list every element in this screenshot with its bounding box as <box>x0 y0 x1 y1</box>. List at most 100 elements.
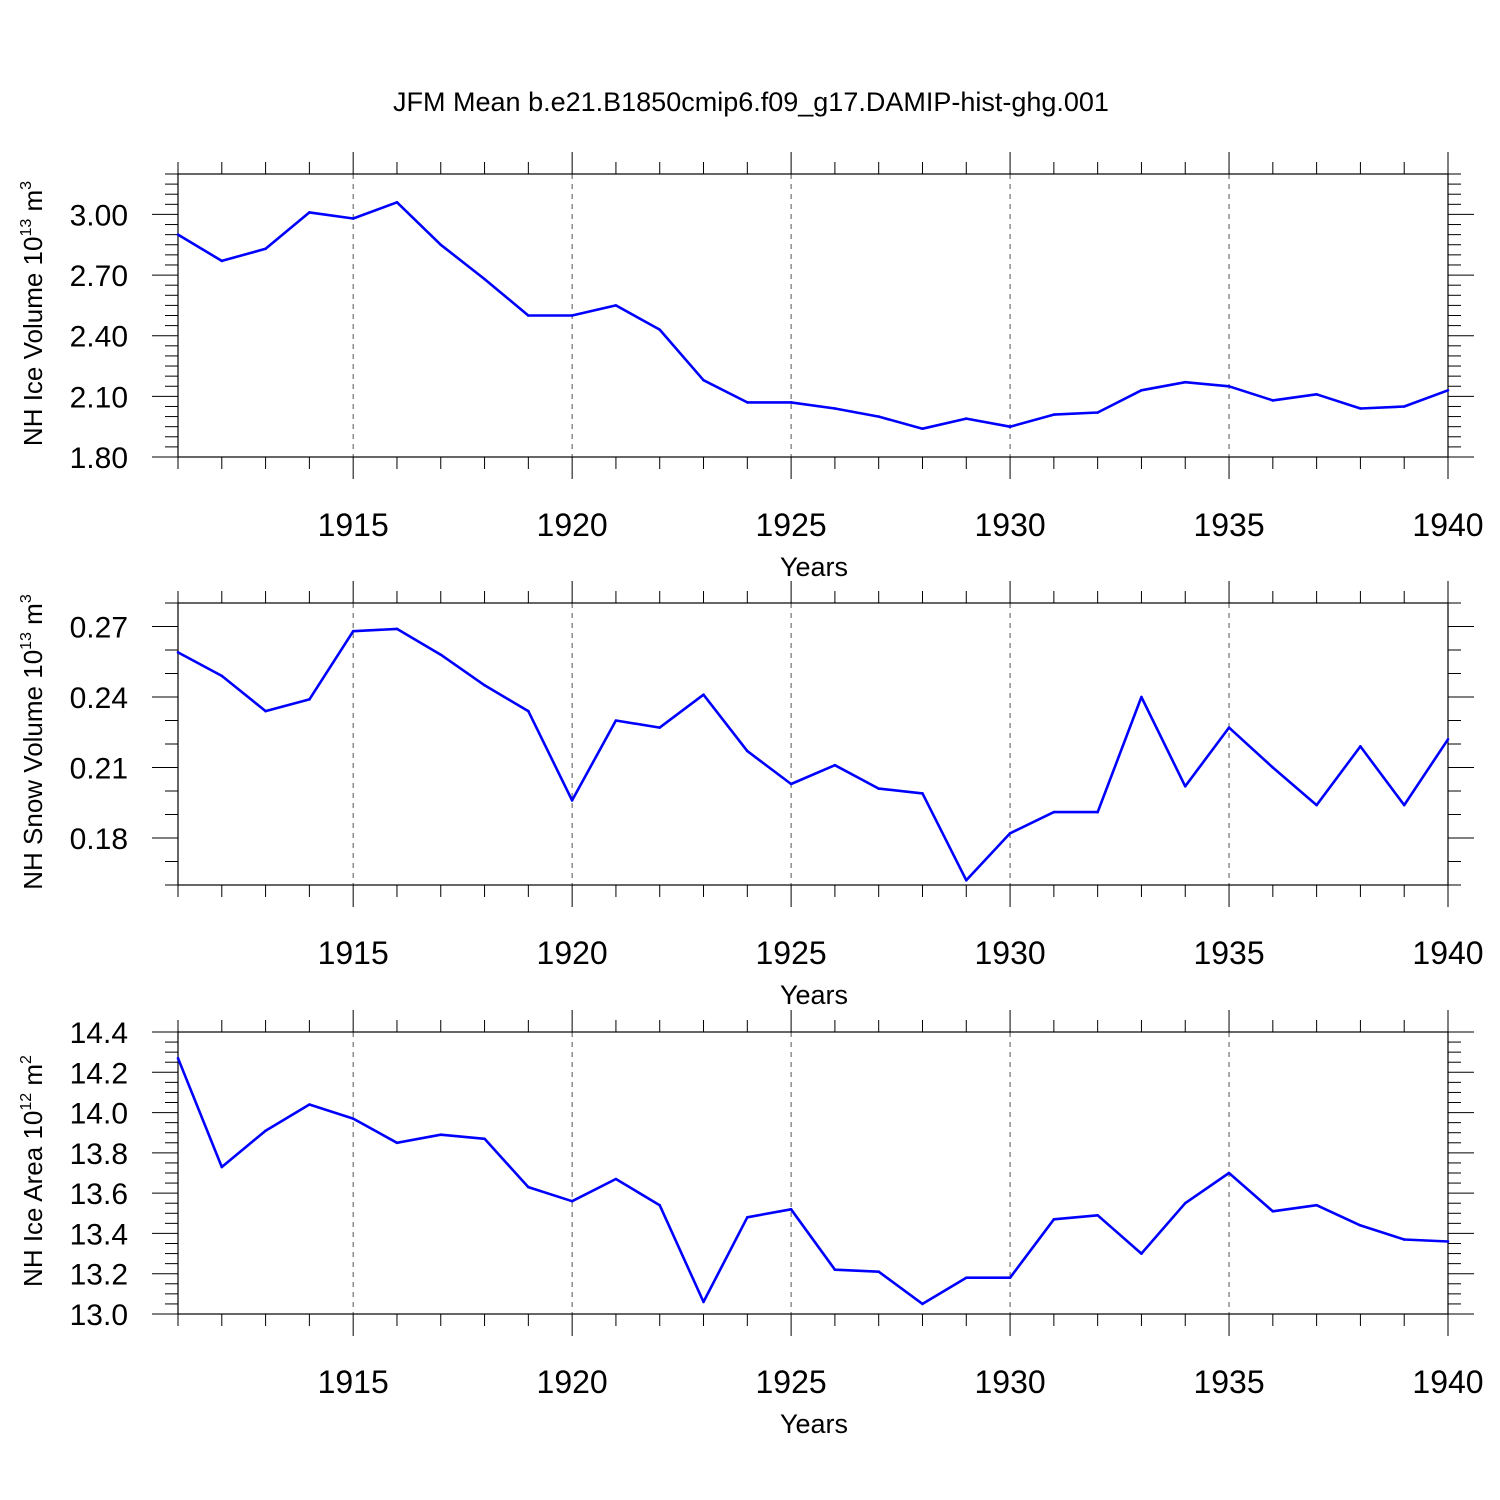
data-point <box>1446 388 1450 392</box>
y-tick-label: 13.0 <box>70 1299 128 1332</box>
data-point <box>176 651 180 654</box>
figure-title: JFM Mean b.e21.B1850cmip6.f09_g17.DAMIP-… <box>393 87 1109 117</box>
data-point <box>789 401 793 404</box>
x-tick-label: 1930 <box>974 1364 1045 1400</box>
data-point <box>1183 1201 1187 1205</box>
x-tick-label: 1925 <box>756 1364 827 1400</box>
panel-2: 0.18 0.21 0.24 0.27 1915 1920 1925 1930 1935 1940… <box>18 581 1484 1010</box>
data-point <box>746 749 749 753</box>
plot-frame <box>177 602 1449 886</box>
x-tick-label: 1940 <box>1412 935 1483 971</box>
y-tick-label: 13.8 <box>70 1138 128 1171</box>
data-point <box>614 304 618 307</box>
data-point <box>877 787 880 790</box>
data-point <box>308 211 311 214</box>
x-tick-label: 1940 <box>1412 1364 1483 1400</box>
x-tick-label: 1930 <box>974 935 1045 971</box>
x-tick-label: 1915 <box>318 1364 389 1400</box>
data-point <box>1359 1224 1362 1227</box>
y-tick-label: 13.6 <box>70 1178 128 1211</box>
data-point <box>1008 832 1012 835</box>
data-point <box>527 709 530 713</box>
data-point <box>1359 407 1362 410</box>
data-point <box>351 1117 355 1120</box>
y-tick-label: 14.4 <box>70 1017 128 1050</box>
data-point <box>789 782 793 786</box>
data-point <box>439 1133 443 1137</box>
data-point <box>833 407 837 410</box>
x-tick-label: 1935 <box>1193 1364 1264 1400</box>
data-point <box>964 879 968 882</box>
data-point <box>1315 803 1318 807</box>
data-point <box>877 1270 880 1273</box>
y-tick-label: 2.70 <box>70 260 128 293</box>
data-point <box>527 1185 530 1189</box>
x-tick-label: 1920 <box>537 1364 608 1400</box>
data-point <box>921 427 924 431</box>
x-tick-label: 1930 <box>974 507 1045 543</box>
data-point <box>702 693 705 696</box>
data-point <box>1402 405 1406 408</box>
data-point <box>921 792 924 795</box>
data-point <box>1359 745 1362 748</box>
x-axis-label: Years <box>780 980 848 1010</box>
data-point <box>220 1165 224 1169</box>
data-point <box>702 1300 705 1304</box>
y-tick-label: 14.2 <box>70 1057 128 1090</box>
data-point <box>746 1216 749 1219</box>
data-point <box>483 277 486 281</box>
data-point <box>1402 803 1406 807</box>
data-point <box>1052 810 1056 814</box>
data-point <box>570 314 574 317</box>
x-axis-label: Years <box>780 1409 848 1439</box>
data-point <box>658 1203 662 1207</box>
data-point <box>1271 399 1275 402</box>
data-point <box>789 1207 793 1211</box>
y-tick-label: 13.2 <box>70 1259 128 1292</box>
plot-frame <box>177 173 1449 458</box>
data-point <box>176 233 180 236</box>
x-tick-label: 1925 <box>756 935 827 971</box>
x-tick-label: 1935 <box>1193 507 1264 543</box>
data-point <box>264 709 267 713</box>
panel-1: 1.80 2.10 2.40 2.70 3.00 1915 1920 1925 1930 1935… <box>18 152 1484 582</box>
x-tick-label: 1940 <box>1412 507 1483 543</box>
data-point <box>395 201 399 204</box>
y-tick-label: 14.0 <box>70 1098 128 1131</box>
data-point <box>746 401 749 404</box>
data-point <box>1183 785 1187 788</box>
x-tick-label: 1915 <box>318 507 389 543</box>
data-point <box>1052 413 1056 416</box>
series-line <box>177 201 1449 431</box>
data-point <box>921 1302 924 1306</box>
data-point <box>1227 726 1231 729</box>
data-point <box>527 314 530 317</box>
data-point <box>570 1199 574 1203</box>
data-point <box>1315 393 1318 396</box>
series-line <box>176 1057 1449 1306</box>
data-point <box>395 1141 399 1145</box>
data-point <box>1271 766 1275 769</box>
x-tick-label: 1920 <box>537 935 608 971</box>
data-point <box>877 415 880 418</box>
data-point <box>1096 411 1099 414</box>
x-tick-label: 1915 <box>318 935 389 971</box>
data-point <box>1227 384 1231 388</box>
data-point <box>964 417 968 420</box>
data-point <box>264 1129 267 1132</box>
y-tick-label: 2.40 <box>70 321 128 354</box>
data-point <box>658 726 662 729</box>
y-axis-label: NH Ice Area 1012 m2 <box>18 1055 48 1287</box>
data-point <box>351 217 355 220</box>
data-point <box>176 1056 180 1060</box>
plot-frame <box>177 1031 1449 1315</box>
y-tick-label: 0.18 <box>70 823 128 856</box>
data-point <box>1052 1218 1056 1221</box>
data-point <box>614 1177 618 1181</box>
data-point <box>1315 1203 1318 1207</box>
y-axis-label: NH Ice Volume 1013 m3 <box>18 181 48 446</box>
data-point <box>308 698 311 701</box>
y-tick-label: 1.80 <box>70 442 128 475</box>
data-point <box>702 378 705 382</box>
series-line <box>177 627 1450 882</box>
